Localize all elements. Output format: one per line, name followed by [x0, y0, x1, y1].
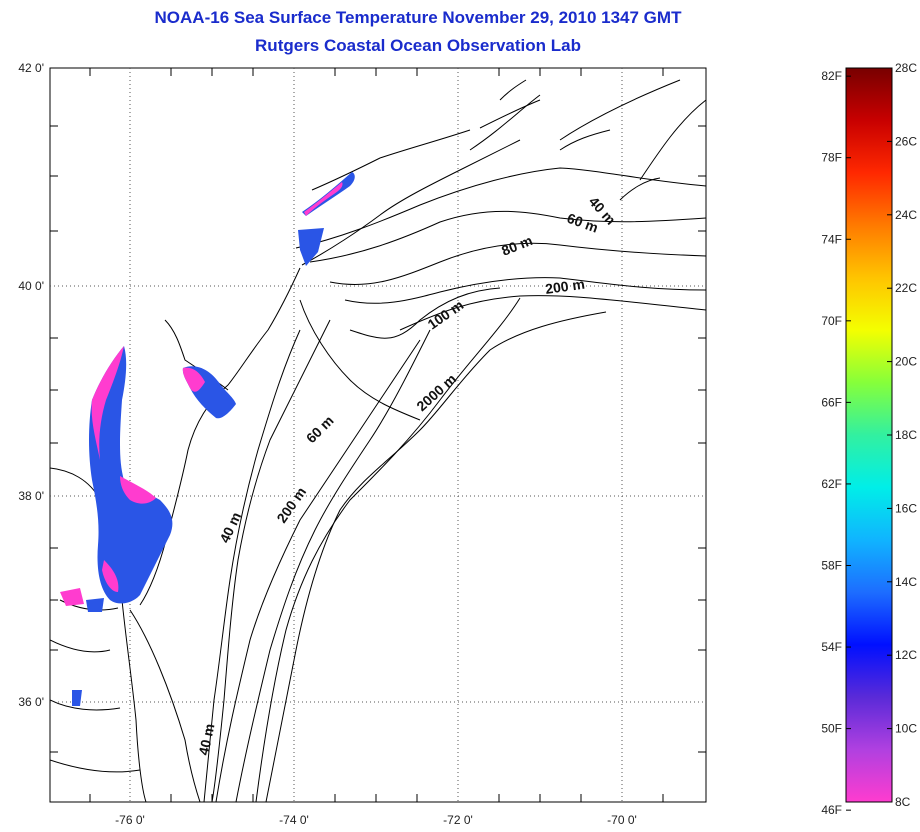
contour-label: 40 m [195, 722, 217, 757]
chesapeake-cold-south [102, 560, 119, 592]
map-title: NOAA-16 Sea Surface Temperature November… [154, 8, 682, 27]
lat-label: 36 0' [18, 695, 44, 709]
colorbar-fahrenheit-label: 74F [821, 232, 842, 246]
colorbar-fahrenheit-label: 66F [821, 395, 842, 409]
lon-label: -76 0' [115, 813, 145, 827]
chesapeake-cold-upper [91, 346, 124, 460]
pamlico-water-patch [72, 690, 82, 706]
lat-label: 40 0' [18, 279, 44, 293]
colorbar-fahrenheit-label: 46F [821, 803, 842, 817]
colorbar-celsius-label: 28C [895, 61, 917, 75]
map-subtitle: Rutgers Coastal Ocean Observation Lab [255, 36, 581, 55]
long-island-sound-cold-edge [304, 182, 343, 216]
lon-label: -74 0' [279, 813, 309, 827]
colorbar-celsius-label: 10C [895, 722, 917, 736]
colorbar-celsius-label: 8C [895, 795, 911, 809]
colorbar-fahrenheit-label: 50F [821, 722, 842, 736]
colorbar [845, 67, 893, 803]
colorbar-fahrenheit-label: 54F [821, 640, 842, 654]
colorbar-celsius-label: 20C [895, 355, 917, 369]
colorbar-celsius-label: 14C [895, 575, 917, 589]
colorbar-celsius-label: 24C [895, 208, 917, 222]
lat-label: 38 0' [18, 489, 44, 503]
potomac-cold-patch [60, 588, 84, 606]
colorbar-fahrenheit-label: 62F [821, 477, 842, 491]
colorbar-fahrenheit-labels: 82F 78F 74F 70F 66F 62F 58F 54F 50F 46F [821, 69, 851, 817]
lon-label: -70 0' [607, 813, 637, 827]
map-frame [49, 67, 707, 803]
colorbar-celsius-label: 18C [895, 428, 917, 442]
chesapeake-bay-water [89, 346, 173, 604]
colorbar-fahrenheit-label: 58F [821, 558, 842, 572]
colorbar-celsius-label: 16C [895, 501, 917, 515]
lon-label: -72 0' [443, 813, 473, 827]
colorbar-celsius-label: 12C [895, 648, 917, 662]
chesapeake-cold-east [120, 476, 156, 504]
colorbar-celsius-label: 26C [895, 134, 917, 148]
colorbar-fahrenheit-label: 78F [821, 151, 842, 165]
lat-label: 42 0' [18, 61, 44, 75]
colorbar-celsius-labels: 28C 26C 24C 22C 20C 18C 16C 14C 12C 10C 8C [887, 61, 917, 809]
colorbar-celsius-label: 22C [895, 281, 917, 295]
delaware-bay-cold-edge [182, 367, 205, 392]
colorbar-fahrenheit-label: 82F [821, 69, 842, 83]
raritan-bay-water [298, 228, 324, 266]
james-river-water [86, 598, 104, 612]
contour-label: 200 m [544, 276, 586, 297]
colorbar-fahrenheit-label: 70F [821, 314, 842, 328]
graticule [50, 68, 706, 802]
bathymetry-contours [203, 79, 706, 802]
tick-marks [50, 68, 706, 802]
